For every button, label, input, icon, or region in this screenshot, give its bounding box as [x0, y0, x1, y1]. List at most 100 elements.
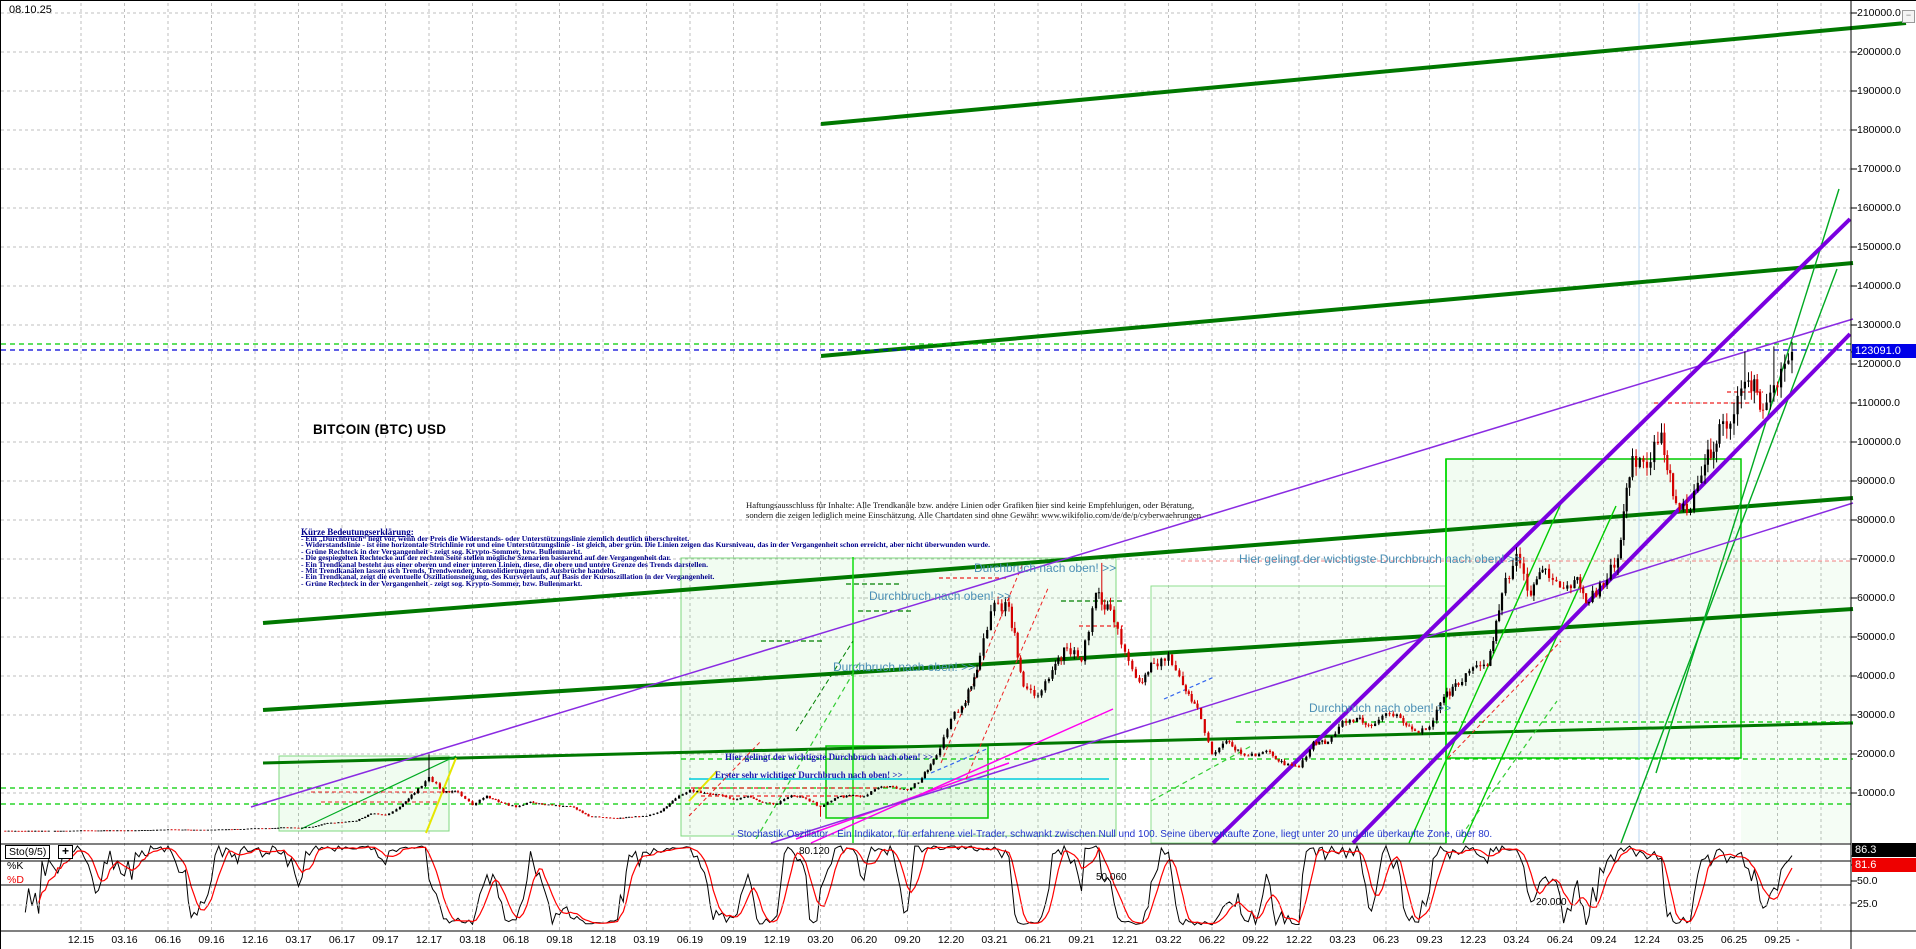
osc-level-inline-label: 80.120: [799, 846, 830, 857]
stoch-k-value-badge: 86.3: [1852, 843, 1916, 857]
legend-line: - Mit Trendkanälen lassen sich Trends, T…: [301, 566, 616, 576]
time-axis-label: 03.24: [1503, 934, 1530, 946]
breakout-annotation: Durchbruch nach oben! >>: [833, 660, 976, 674]
time-axis-label: 06.18: [502, 934, 530, 946]
time-axis-label: 12.15: [67, 934, 95, 946]
chart-title: BITCOIN (BTC) USD: [313, 422, 447, 437]
price-axis-label: 50000.0: [1857, 631, 1895, 643]
stoch-k-series-label: %K: [7, 860, 24, 872]
time-axis-label: 09.20: [894, 934, 921, 946]
price-axis-label: 10000.0: [1857, 787, 1895, 799]
time-axis-label: 03.22: [1155, 934, 1182, 946]
time-axis-label: 09.18: [546, 934, 573, 946]
time-axis-label: 09.16: [198, 934, 225, 946]
price-axis-label: 30000.0: [1857, 709, 1895, 721]
breakout-annotation: Erster sehr wichtiger Durchbruch nach ob…: [715, 770, 903, 780]
osc-level-inline-label: 20.000: [1536, 897, 1567, 908]
legend-line: - Grüne Rechteck in der Vergangenheit - …: [301, 546, 583, 556]
time-axis-label: 03.18: [459, 934, 486, 946]
time-axis-label: 12.19: [763, 934, 791, 946]
time-axis-label: 03.21: [981, 934, 1008, 946]
legend-lines: - Ein „Durchbruch“ liegt vor, wenn der P…: [301, 534, 991, 588]
time-axis-label: 09.24: [1590, 934, 1617, 946]
price-axis-label: 120000.0: [1857, 358, 1901, 370]
price-axis-label: 100000.0: [1857, 436, 1901, 448]
time-axis-label: 06.19: [676, 934, 704, 946]
time-axis-label: 06.24: [1546, 934, 1574, 946]
time-axis-label: 06.25: [1720, 934, 1748, 946]
price-axis-label: 80000.0: [1857, 514, 1895, 526]
stochastic-settings-button[interactable]: Sto(9/5): [5, 845, 51, 859]
stoch-d-series-label: %D: [7, 874, 24, 886]
breakout-annotation: Durchbruch nach oben! >>: [1309, 701, 1452, 715]
price-axis-label: 210000.0: [1857, 7, 1901, 19]
osc-level-inline-label: 50.060: [1096, 872, 1127, 883]
osc-level-50-label: 50.0: [1857, 875, 1878, 887]
time-axis-label: 03.20: [807, 934, 834, 946]
time-axis-label: 12.17: [415, 934, 443, 946]
price-axis-label: 200000.0: [1857, 46, 1901, 58]
breakout-annotation: Durchbruch nach oben! >>: [869, 589, 1012, 603]
time-axis-label: 12.21: [1111, 934, 1139, 946]
time-axis-label: 09.22: [1242, 934, 1269, 946]
price-axis-label: 60000.0: [1857, 592, 1895, 604]
price-axis-label: 190000.0: [1857, 85, 1901, 97]
breakout-annotation: Hier gelingt der wichtigste Durchbruch n…: [725, 752, 934, 762]
time-axis-label: 12.20: [937, 934, 965, 946]
price-axis-label: 110000.0: [1857, 397, 1901, 409]
time-axis-label: 06.20: [850, 934, 878, 946]
price-axis-label: 170000.0: [1857, 163, 1901, 175]
time-axis-label: 09.23: [1416, 934, 1443, 946]
time-axis-label: 09.25: [1764, 934, 1791, 946]
price-axis-label: 160000.0: [1857, 202, 1901, 214]
oscillator-note: - Stochastik-Oszillator - Ein Indikator,…: [731, 829, 1493, 840]
price-axis-label: 40000.0: [1857, 670, 1895, 682]
price-axis-label: 130000.0: [1857, 319, 1901, 331]
current-price-badge: 123091.0: [1852, 344, 1916, 358]
time-axis-label: 03.19: [633, 934, 660, 946]
legend-line: - Ein Trendkanal, zeigt die eventuelle O…: [301, 572, 715, 582]
price-axis-label: 90000.0: [1857, 475, 1895, 487]
time-axis-label: 06.16: [154, 934, 182, 946]
price-axis-label: 140000.0: [1857, 280, 1901, 292]
breakout-annotation: Hier gelingt der wichtigste Durchbruch n…: [1239, 552, 1522, 566]
disclaimer-line-1: Haftungsausschluss für Inhalte: Alle Tre…: [746, 500, 1195, 510]
price-axis-label: 180000.0: [1857, 124, 1901, 136]
stoch-d-value-badge: 81.6: [1852, 858, 1916, 872]
time-axis-label: 03.17: [285, 934, 312, 946]
time-axis-label: 03.16: [111, 934, 138, 946]
time-axis-label: 12.24: [1633, 934, 1661, 946]
disclaimer-line-2: sondern die zeigen lediglich meine Einsc…: [746, 509, 1202, 520]
osc-level-25-label: 25.0: [1857, 898, 1878, 910]
time-axis-label: 06.17: [328, 934, 356, 946]
time-axis-label: 12.16: [241, 934, 269, 946]
add-indicator-button[interactable]: +: [58, 845, 73, 859]
price-axis-label: 20000.0: [1857, 748, 1895, 760]
legend-block: Kürze Bedeutungserklärung: - Ein „Durchb…: [301, 527, 991, 588]
time-axis-label: 06.22: [1198, 934, 1226, 946]
last-candle-date-label: 08.10.25: [9, 4, 52, 16]
legend-line: - Ein „Durchbruch“ liegt vor, wenn der P…: [301, 534, 690, 543]
time-axis-label: 03.23: [1329, 934, 1356, 946]
time-axis-label: 09.21: [1068, 934, 1095, 946]
time-axis-dash-label: -: [1796, 934, 1800, 946]
legend-line: - Widerstandslinie - ist eine horizontal…: [301, 540, 991, 550]
time-axis-label: 09.19: [720, 934, 747, 946]
legend-heading: Kürze Bedeutungserklärung:: [301, 527, 414, 537]
time-axis-label: 09.17: [372, 934, 399, 946]
time-axis-label: 06.23: [1372, 934, 1400, 946]
disclaimer: Haftungsausschluss für Inhalte: Alle Tre…: [746, 500, 1202, 520]
legend-line: - Grüne Rechteck in der Vergangenheit - …: [301, 578, 583, 588]
price-axis-label: 150000.0: [1857, 241, 1901, 253]
legend-line: - Die gespiegelten Rechtecke auf der rec…: [301, 553, 671, 563]
time-axis-label: 06.21: [1024, 934, 1052, 946]
legend-line: - Ein Trendkanal besteht aus einer obere…: [301, 559, 709, 569]
time-axis-label: 12.22: [1285, 934, 1313, 946]
time-axis-label: 03.25: [1677, 934, 1704, 946]
collapse-pane-icon[interactable]: −: [1902, 10, 1915, 23]
breakout-annotation: Durchbruch nach oben! >>: [974, 561, 1117, 575]
time-axis-label: 12.23: [1459, 934, 1487, 946]
price-axis-label: 70000.0: [1857, 553, 1895, 565]
